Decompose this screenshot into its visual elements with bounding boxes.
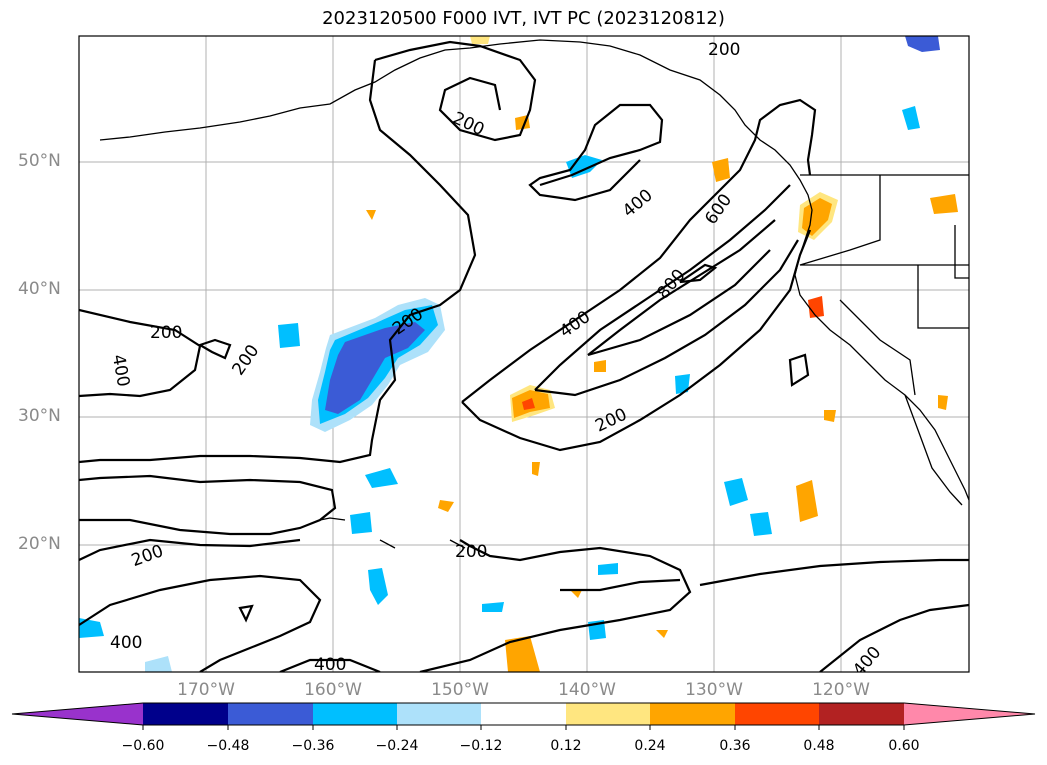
- negative-anomaly-region: [79, 618, 104, 638]
- lon-label: 120°W: [812, 680, 870, 700]
- colorbar-bin: [819, 703, 904, 725]
- contour-label: 400: [314, 655, 346, 675]
- colorbar-bin: [143, 703, 228, 725]
- colorbar-tick-label: 0.60: [888, 738, 920, 754]
- positive-anomaly-region: [532, 462, 540, 476]
- negative-anomaly-region: [905, 36, 940, 52]
- coastlines: [99, 39, 969, 549]
- colorbar: [11, 702, 1036, 730]
- positive-anomaly-region: [522, 398, 535, 410]
- negative-anomaly-region: [598, 563, 618, 575]
- positive-anomaly-region: [930, 194, 958, 214]
- negative-anomaly-region: [750, 512, 772, 536]
- map-title: 2023120500 F000 IVT, IVT PC (2023120812): [322, 8, 725, 29]
- lat-label: 20°N: [18, 534, 61, 554]
- colorbar-tick-label: 0.24: [634, 738, 666, 754]
- negative-anomaly-region: [368, 568, 388, 605]
- negative-anomaly-region: [902, 106, 920, 130]
- lon-label: 130°W: [685, 680, 743, 700]
- positive-anomaly-region: [570, 590, 582, 598]
- contour-label: 400: [110, 633, 142, 653]
- colorbar-tick-label: −0.12: [459, 738, 503, 754]
- contour-label: 200: [708, 40, 740, 60]
- negative-anomaly-region: [566, 155, 602, 178]
- colorbar-extend-high: [904, 703, 1035, 725]
- colorbar-tick-label: 0.12: [550, 738, 582, 754]
- positive-anomaly-region: [824, 410, 836, 422]
- negative-anomaly-region: [350, 512, 372, 534]
- positive-anomaly-region: [366, 210, 376, 220]
- lat-label: 30°N: [18, 406, 61, 426]
- positive-anomaly-region: [796, 480, 818, 522]
- colorbar-tick-label: −0.24: [375, 738, 419, 754]
- lon-label: 140°W: [558, 680, 616, 700]
- positive-anomaly-region: [938, 395, 948, 410]
- lat-label: 50°N: [18, 151, 61, 171]
- colorbar-tick-label: −0.48: [206, 738, 250, 754]
- negative-anomaly-region: [724, 478, 748, 506]
- colorbar-bin: [650, 703, 735, 725]
- ivt-contours: [79, 40, 969, 672]
- colorbar-tick-label: −0.60: [121, 738, 165, 754]
- colorbar-bin: [228, 703, 313, 725]
- colorbar-bin: [566, 703, 650, 725]
- colorbar-bin: [735, 703, 819, 725]
- map-frame: [78, 35, 970, 673]
- negative-anomaly-region: [365, 468, 398, 488]
- lon-label: 160°W: [304, 680, 362, 700]
- negative-anomaly-region: [278, 323, 300, 348]
- positive-anomaly-region: [712, 158, 730, 182]
- negative-anomaly-region: [145, 656, 172, 672]
- positive-anomaly-region: [470, 36, 490, 44]
- colorbar-extend-low: [12, 703, 143, 725]
- negative-anomaly-region: [325, 322, 425, 414]
- negative-anomaly-region: [675, 374, 690, 394]
- colorbar-bin: [313, 703, 397, 725]
- lat-label: 40°N: [18, 279, 61, 299]
- colorbar-bin: [397, 703, 481, 725]
- lon-label: 170°W: [177, 680, 235, 700]
- ivt-pc-shading: [79, 36, 958, 672]
- positive-anomaly-region: [808, 296, 824, 318]
- colorbar-bin: [481, 703, 566, 725]
- colorbar-tick-label: 0.36: [719, 738, 751, 754]
- negative-anomaly-region: [482, 602, 504, 612]
- lon-label: 150°W: [431, 680, 489, 700]
- colorbar-tick-label: 0.48: [803, 738, 835, 754]
- positive-anomaly-region: [438, 500, 454, 512]
- contour-label: 200: [455, 542, 487, 562]
- colorbar-tick-label: −0.36: [291, 738, 335, 754]
- positive-anomaly-region: [656, 630, 668, 638]
- positive-anomaly-region: [505, 636, 540, 672]
- contour-label: 200: [150, 323, 182, 343]
- positive-anomaly-region: [594, 360, 606, 372]
